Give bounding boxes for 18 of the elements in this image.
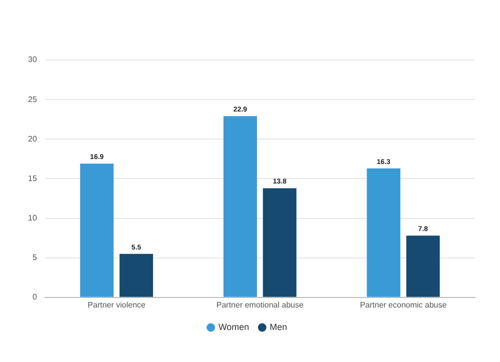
bar xyxy=(120,254,154,297)
x-tick-label: Partner violence xyxy=(88,300,146,310)
y-tick-label: 10 xyxy=(28,213,38,222)
bar xyxy=(366,168,400,297)
y-tick-label: 25 xyxy=(28,94,38,104)
y-tick-label: 30 xyxy=(28,55,38,64)
y-tick-label: 20 xyxy=(28,134,38,144)
y-tick-label: 5 xyxy=(32,253,38,262)
x-tick-label: Partner economic abuse xyxy=(360,300,448,310)
bar xyxy=(262,188,296,297)
y-tick-label: 15 xyxy=(28,174,38,183)
bar xyxy=(80,164,114,297)
bar xyxy=(223,116,257,297)
legend-label: Women xyxy=(218,322,250,332)
x-tick-label: Partner emotional abuse xyxy=(216,300,304,310)
y-tick-label: 0 xyxy=(32,292,38,302)
legend-label: Men xyxy=(270,322,288,332)
bar xyxy=(406,236,440,297)
